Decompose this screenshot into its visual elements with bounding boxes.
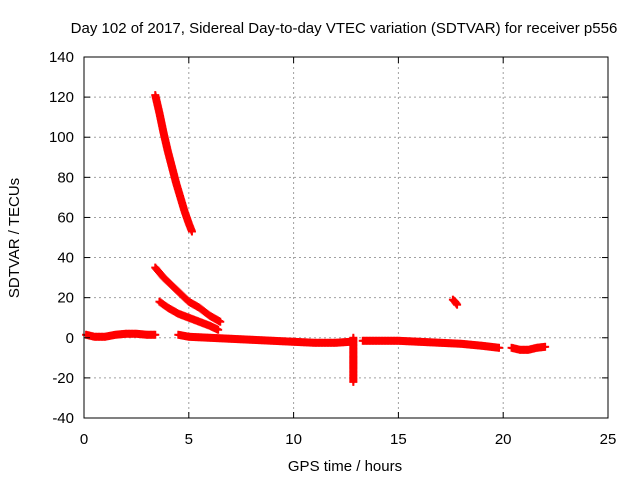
data-point-run: [479, 341, 502, 352]
data-layer: [82, 91, 550, 386]
data-point-run: [159, 130, 172, 154]
data-point: [216, 317, 225, 326]
data-point: [214, 325, 223, 334]
data-point-run: [395, 336, 422, 346]
y-tick-label: 120: [49, 89, 74, 106]
data-point-run: [172, 180, 184, 200]
data-series-segment-lower-decline: [155, 297, 223, 334]
data-series-segment-steep-decline: [151, 91, 196, 236]
y-tick-label: 0: [66, 330, 74, 347]
data-series-segment-isolated-pass: [448, 295, 462, 309]
y-tick-label: 60: [57, 209, 74, 226]
plot-frame: [83, 56, 609, 419]
y-tick-label: 40: [57, 250, 74, 267]
tick-layer: 0 5 10 15 20 25 -40 -20 0 20 40 60 80 100 120 140: [49, 49, 616, 448]
data-point-run: [181, 208, 193, 227]
data-series-segment-main-baseline: [174, 330, 355, 347]
data-point: [349, 377, 358, 386]
grid-layer: [84, 57, 608, 418]
chart-title: Day 102 of 2017, Sidereal Day-to-day VTE…: [71, 20, 618, 37]
x-tick-label: 20: [495, 431, 512, 448]
data-point-run: [228, 334, 255, 344]
data-point-run: [165, 304, 182, 318]
data-point: [453, 300, 462, 309]
x-axis-title: GPS time / hours: [288, 458, 402, 475]
data-point-run: [168, 164, 180, 187]
data-series-segment-upper-decline: [151, 263, 225, 326]
y-tick-label: -40: [52, 410, 74, 427]
x-tick-label: 10: [285, 431, 302, 448]
y-axis-title: SDTVAR / TECUs: [6, 178, 23, 298]
x-tick-label: 25: [600, 431, 617, 448]
y-tick-label: 140: [49, 49, 74, 66]
data-series-segment-dropout-spike: [349, 333, 358, 386]
data-point-run: [177, 290, 192, 305]
data-series-segment-late-baseline: [358, 336, 504, 352]
x-tick-label: 15: [390, 431, 407, 448]
y-tick-label: 80: [57, 169, 74, 186]
data-point: [541, 342, 550, 351]
data-point: [187, 227, 196, 236]
data-point: [151, 330, 160, 339]
y-tick-label: -20: [52, 370, 74, 387]
x-tick-label: 0: [80, 431, 88, 448]
data-series-segment-final-baseline: [507, 342, 550, 354]
y-tick-label: 100: [49, 129, 74, 146]
data-point: [495, 343, 504, 352]
y-tick-label: 20: [57, 290, 74, 307]
x-tick-label: 5: [185, 431, 193, 448]
